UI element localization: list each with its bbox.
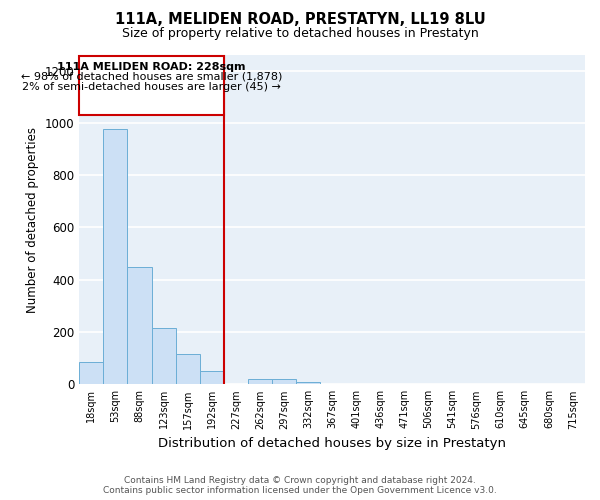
Text: Size of property relative to detached houses in Prestatyn: Size of property relative to detached ho… — [122, 28, 478, 40]
Bar — [176, 354, 200, 384]
X-axis label: Distribution of detached houses by size in Prestatyn: Distribution of detached houses by size … — [158, 437, 506, 450]
Bar — [272, 379, 296, 384]
Bar — [248, 379, 272, 384]
Bar — [79, 56, 224, 115]
Y-axis label: Number of detached properties: Number of detached properties — [26, 126, 39, 312]
Text: 111A, MELIDEN ROAD, PRESTATYN, LL19 8LU: 111A, MELIDEN ROAD, PRESTATYN, LL19 8LU — [115, 12, 485, 28]
Text: 2% of semi-detached houses are larger (45) →: 2% of semi-detached houses are larger (4… — [22, 82, 281, 92]
Text: Contains HM Land Registry data © Crown copyright and database right 2024.
Contai: Contains HM Land Registry data © Crown c… — [103, 476, 497, 495]
Bar — [152, 328, 176, 384]
Bar — [296, 382, 320, 384]
Text: 111A MELIDEN ROAD: 228sqm: 111A MELIDEN ROAD: 228sqm — [57, 62, 246, 72]
Bar — [79, 362, 103, 384]
Bar — [127, 266, 152, 384]
Bar — [200, 371, 224, 384]
Bar — [103, 130, 127, 384]
Text: ← 98% of detached houses are smaller (1,878): ← 98% of detached houses are smaller (1,… — [21, 72, 282, 82]
